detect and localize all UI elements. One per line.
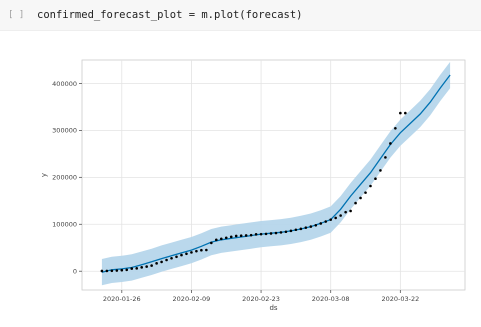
observed-point (249, 233, 253, 237)
y-tick-label: 200000 (52, 174, 77, 182)
observed-point (279, 231, 283, 234)
observed-point (200, 248, 203, 252)
observed-point (219, 237, 223, 241)
code-cell[interactable]: [ ] confirmed_forecast_plot = m.plot(for… (0, 0, 481, 31)
observed-point (244, 234, 248, 237)
observed-point (284, 230, 288, 234)
observed-point (110, 269, 114, 273)
observed-point (329, 218, 333, 221)
x-axis-ticks: 2020-01-26 2020-02-09 2020-02-23 2020-03-08… (103, 290, 419, 303)
x-tick-label: 2020-01-26 (103, 295, 141, 303)
observed-point (180, 253, 183, 257)
observed-point (274, 231, 278, 235)
observed-point (155, 262, 158, 265)
observed-point (339, 214, 342, 217)
observed-point (399, 111, 402, 115)
observed-point (170, 256, 173, 260)
observed-point (369, 184, 372, 188)
observed-point (294, 228, 298, 232)
observed-point (214, 238, 218, 242)
observed-point (309, 225, 313, 228)
observed-point (304, 226, 308, 229)
observed-point (264, 232, 268, 236)
observed-point (229, 235, 233, 239)
observed-point (319, 222, 323, 225)
observed-point (379, 169, 382, 172)
observed-point (195, 249, 198, 253)
observed-point (205, 248, 208, 252)
observed-point (404, 111, 407, 115)
observed-point (324, 220, 328, 223)
observed-point (130, 267, 134, 270)
observed-point (269, 232, 273, 235)
observed-point (354, 201, 357, 205)
observed-point (160, 260, 163, 264)
y-tick-label: 100000 (52, 221, 77, 229)
code-line[interactable]: confirmed_forecast_plot = m.plot(forecas… (37, 9, 303, 21)
x-tick-label: 2020-02-09 (173, 295, 211, 303)
observed-point (150, 264, 153, 267)
observed-point (105, 269, 109, 273)
observed-point (289, 229, 293, 233)
observed-point (224, 236, 228, 240)
y-axis-label: y (40, 173, 48, 177)
observed-point (364, 191, 367, 194)
observed-point (259, 232, 263, 236)
observed-point (115, 269, 119, 272)
x-axis-label: ds (269, 304, 277, 312)
observed-point (175, 255, 178, 259)
observed-point (334, 216, 337, 220)
y-axis-ticks: 0 100000 200000 300000 400000 (52, 80, 82, 276)
x-tick-label: 2020-03-22 (381, 295, 419, 303)
observed-point (100, 269, 104, 273)
y-tick-label: 0 (73, 268, 77, 276)
observed-point (140, 266, 143, 269)
observed-point (384, 156, 387, 159)
observed-point (135, 267, 139, 270)
observed-point (374, 177, 377, 181)
observed-point (344, 210, 347, 214)
observed-point (210, 241, 213, 245)
observed-point (120, 268, 124, 272)
run-cell-button[interactable]: [ ] (8, 10, 25, 20)
x-tick-label: 2020-02-23 (242, 295, 280, 303)
observed-point (394, 126, 397, 130)
observed-point (185, 252, 188, 256)
uncertainty-band (101, 61, 451, 286)
observed-point (239, 234, 243, 238)
observed-point (359, 196, 362, 200)
observed-points (100, 111, 407, 273)
observed-point (389, 142, 392, 145)
observed-point (234, 234, 238, 238)
observed-point (314, 223, 318, 227)
observed-point (145, 265, 148, 268)
observed-point (349, 209, 352, 213)
x-tick-label: 2020-03-08 (312, 295, 350, 303)
observed-point (165, 258, 168, 262)
observed-point (299, 227, 303, 231)
y-tick-label: 400000 (52, 80, 77, 88)
observed-point (125, 268, 129, 272)
observed-point (254, 233, 258, 236)
observed-point (190, 251, 193, 254)
y-tick-label: 300000 (52, 127, 77, 135)
